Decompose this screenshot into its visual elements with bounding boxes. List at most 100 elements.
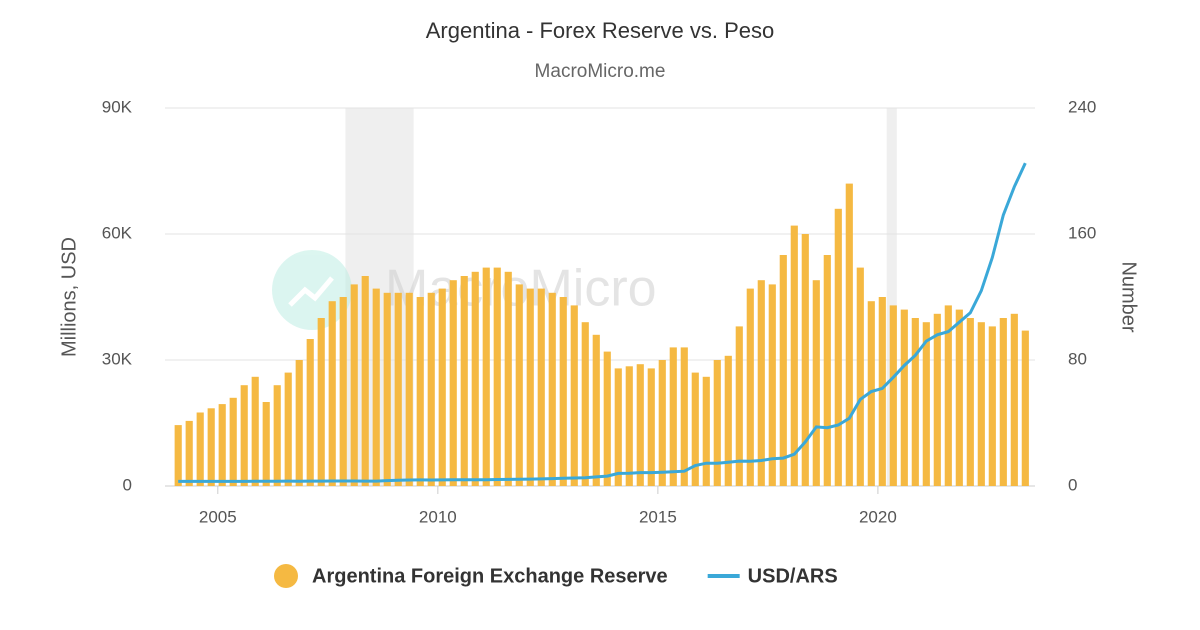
bar	[493, 267, 501, 486]
bar	[724, 355, 732, 486]
bar	[174, 425, 182, 486]
bar	[823, 255, 831, 486]
chart-subtitle: MacroMicro.me	[535, 61, 666, 82]
x-tick-label: 2020	[859, 507, 897, 526]
bar	[394, 292, 402, 486]
lines	[178, 162, 1027, 483]
bar	[207, 408, 215, 486]
bar	[339, 297, 347, 486]
bar	[988, 326, 996, 486]
bar	[229, 397, 237, 486]
bar	[680, 347, 688, 486]
bar	[361, 276, 369, 486]
y-tick-label: 60K	[102, 223, 133, 242]
bar	[218, 404, 226, 486]
bar	[878, 297, 886, 486]
bar	[306, 339, 314, 486]
bar	[482, 267, 490, 486]
bar	[559, 297, 567, 486]
bar	[801, 234, 809, 486]
bar	[779, 255, 787, 486]
bar	[449, 280, 457, 486]
bar	[856, 267, 864, 486]
chart-title: Argentina - Forex Reserve vs. Peso	[426, 18, 774, 43]
bar	[636, 364, 644, 486]
bar	[966, 318, 974, 486]
legend-label: USD/ARS	[748, 565, 838, 587]
bar	[922, 322, 930, 486]
bar	[460, 276, 468, 486]
legend-label: Argentina Foreign Exchange Reserve	[312, 565, 668, 587]
bar	[350, 284, 358, 486]
bar	[746, 288, 754, 486]
bar	[284, 372, 292, 486]
bar	[273, 385, 281, 486]
y2-tick-label: 80	[1068, 349, 1087, 368]
bar	[669, 347, 677, 486]
bar	[548, 292, 556, 486]
bar	[328, 301, 336, 486]
legend: Argentina Foreign Exchange Reserve USD/AR…	[274, 564, 838, 588]
bar	[845, 183, 853, 486]
y-tick-label: 30K	[102, 349, 133, 368]
bar	[603, 351, 611, 486]
bar	[691, 372, 699, 486]
bar	[372, 288, 380, 486]
bar	[317, 318, 325, 486]
bar	[625, 366, 633, 486]
bar	[955, 309, 963, 486]
bar	[933, 313, 941, 486]
watermark-logo-mark	[288, 276, 334, 307]
bar	[504, 271, 512, 486]
bar	[944, 305, 952, 486]
y2-tick-label: 0	[1068, 475, 1077, 494]
legend-swatch	[274, 564, 298, 588]
bar	[713, 360, 721, 486]
bar	[614, 368, 622, 486]
bar	[658, 360, 666, 486]
bar	[570, 305, 578, 486]
bar	[240, 385, 248, 486]
bar	[526, 288, 534, 486]
bar	[1010, 313, 1018, 486]
bar	[537, 288, 545, 486]
bar	[262, 402, 270, 486]
bar	[251, 376, 259, 486]
bar	[405, 292, 413, 486]
bar	[735, 326, 743, 486]
labels: 0 30K 60K 90K 0 80 160 240 2005 2010 2015 2020	[102, 97, 1097, 526]
bar	[867, 301, 875, 486]
x-tick-label: 2005	[199, 507, 237, 526]
line	[178, 162, 1027, 483]
y-tick-label: 0	[123, 475, 132, 494]
bar	[581, 322, 589, 486]
bar	[834, 208, 842, 487]
bar	[790, 225, 798, 486]
bar	[999, 318, 1007, 486]
bar	[196, 412, 204, 486]
y2-tick-label: 160	[1068, 223, 1096, 242]
bars	[174, 183, 1029, 487]
bar	[812, 280, 820, 486]
bar	[383, 292, 391, 486]
bar	[416, 297, 424, 486]
y2-tick-label: 240	[1068, 97, 1096, 116]
bar	[471, 271, 479, 486]
bar	[911, 318, 919, 486]
bar	[295, 360, 303, 486]
bar	[592, 334, 600, 486]
bar	[702, 376, 710, 486]
bar	[185, 420, 193, 486]
bar	[889, 305, 897, 486]
y-axis-title: Millions, USD	[58, 237, 80, 357]
bar	[515, 284, 523, 486]
bar	[427, 292, 435, 486]
bar	[900, 309, 908, 486]
bar	[977, 322, 985, 486]
bar	[647, 368, 655, 486]
bar	[1021, 330, 1029, 486]
bar	[438, 288, 446, 486]
bar	[757, 280, 765, 486]
x-tick-label: 2010	[419, 507, 457, 526]
